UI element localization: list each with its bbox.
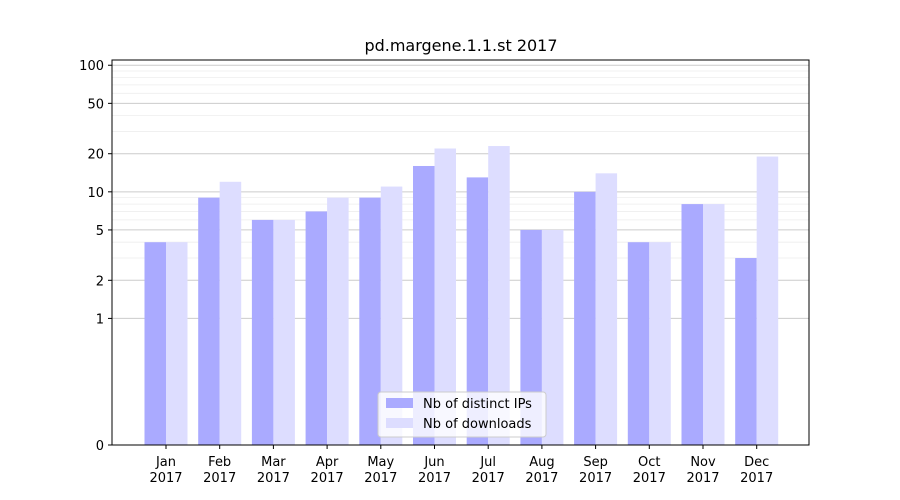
plot-frame: [111, 59, 810, 446]
x-tick-label: Oct: [638, 455, 660, 470]
y-tick-label: 5: [96, 224, 104, 239]
x-tick-label: 2017: [311, 471, 344, 486]
bar: [649, 242, 671, 445]
legend-swatch: [386, 398, 413, 408]
x-tick-label: Jan: [155, 455, 176, 470]
x-tick-label: Aug: [529, 455, 554, 470]
bar: [595, 173, 618, 445]
x-tick-label: Mar: [261, 455, 286, 470]
chart-title: pd.margene.1.1.st 2017: [364, 36, 557, 55]
x-tick-label: Nov: [690, 455, 716, 470]
bar: [219, 181, 242, 445]
bar: [305, 211, 328, 445]
y-tick-label: 50: [87, 97, 104, 112]
x-tick-label: 2017: [418, 471, 451, 486]
bar: [488, 146, 510, 445]
x-tick-label: 2017: [203, 471, 236, 486]
bar: [273, 219, 295, 445]
y-tick-label: 2: [96, 274, 104, 289]
bar: [735, 258, 757, 445]
x-tick-label: Jun: [423, 455, 444, 470]
bar: [327, 197, 349, 445]
bar: [574, 191, 596, 445]
bar: [144, 242, 166, 445]
x-tick-label: 2017: [472, 471, 505, 486]
bars: [144, 146, 779, 446]
x-tick-label: 2017: [257, 471, 290, 486]
bar: [466, 177, 489, 446]
bar: [413, 165, 435, 446]
bar: [541, 229, 564, 445]
legend-label: Nb of distinct IPs: [423, 397, 532, 412]
bar: [198, 197, 220, 445]
x-tick-label: Dec: [744, 455, 769, 470]
y-axis: 0 1 2 5 10 20 50 100: [79, 59, 112, 454]
y-tick-label: 1: [96, 312, 104, 327]
x-tick-label: May: [367, 455, 394, 470]
x-tick-label: 2017: [740, 471, 773, 486]
y-tick-label: 10: [87, 186, 104, 201]
legend-swatch: [386, 418, 413, 428]
bar: [166, 242, 188, 445]
x-tick-label: 2017: [633, 471, 666, 486]
bar: [520, 229, 542, 445]
bar: [251, 219, 274, 445]
y-tick-label: 20: [87, 148, 104, 163]
y-tick-label: 0: [96, 439, 104, 454]
x-axis: Jan2017Feb2017Mar2017Apr2017May2017Jun20…: [149, 445, 773, 486]
bar: [703, 204, 725, 445]
bar: [380, 186, 403, 446]
y-tick-label: 100: [79, 59, 104, 74]
legend: Nb of distinct IPs Nb of downloads: [377, 391, 547, 438]
bar: [434, 148, 456, 445]
legend-label: Nb of downloads: [423, 417, 532, 432]
x-tick-label: 2017: [579, 471, 612, 486]
x-tick-label: 2017: [364, 471, 397, 486]
bar: [627, 242, 650, 445]
x-tick-label: Sep: [583, 455, 608, 470]
legend-box: [377, 391, 547, 438]
x-tick-label: 2017: [149, 471, 182, 486]
bar: [359, 197, 381, 445]
x-tick-label: 2017: [525, 471, 558, 486]
x-tick-label: 2017: [686, 471, 719, 486]
bar: [681, 204, 703, 445]
x-tick-label: Apr: [316, 455, 339, 470]
x-tick-label: Jul: [479, 455, 496, 470]
x-tick-label: Feb: [208, 455, 231, 470]
bar: [756, 156, 779, 446]
